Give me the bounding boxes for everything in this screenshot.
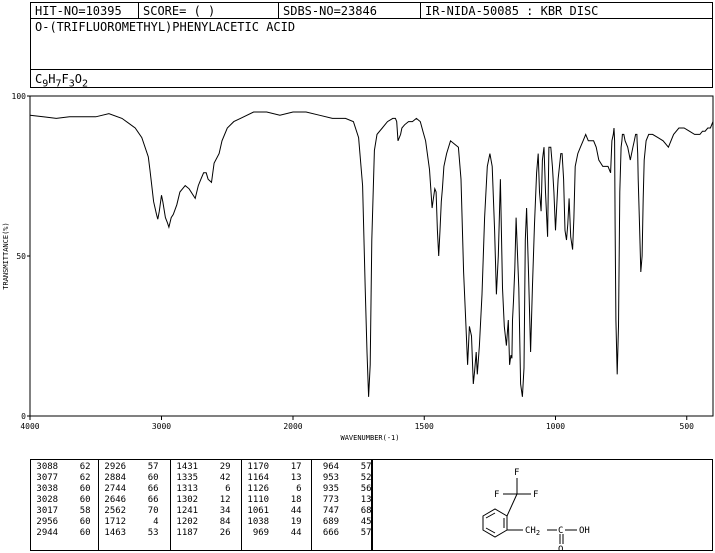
peak-row: 1335 42 (171, 473, 231, 483)
x-tick-label: 3000 (152, 422, 171, 431)
y-tick-label: 100 (12, 92, 27, 101)
structure-box: F F F CH2 C OH O (372, 459, 713, 551)
hit-number: HIT-NO=10395 (31, 3, 139, 19)
peak-column: 1170 17 1164 13 1126 6 1110 18 1061 44 1… (242, 460, 312, 550)
fluorine-label-top: F (514, 468, 519, 478)
peak-row: 1061 44 (242, 506, 302, 516)
x-tick-label: 4000 (20, 422, 39, 431)
peak-row: 3017 58 (31, 506, 91, 516)
peak-row: 1431 29 (171, 462, 231, 472)
peak-row: 969 44 (242, 528, 302, 538)
ch2-label: CH2 (525, 526, 540, 537)
peak-row: 1038 19 (242, 517, 302, 527)
fluorine-label-left: F (494, 490, 499, 500)
peak-row: 1202 84 (171, 517, 231, 527)
y-tick-label: 50 (16, 252, 26, 261)
peak-row: 2744 66 (99, 484, 159, 494)
peak-row: 666 57 (312, 528, 372, 538)
peak-row: 3088 62 (31, 462, 91, 472)
peak-columns: 3088 62 3077 62 3038 60 3028 60 3017 58 … (31, 460, 373, 550)
x-axis-label: WAVENUMBER(-1) (340, 434, 399, 442)
molecular-formula: C9H7F3O2 (35, 72, 89, 90)
peak-row: 964 57 (312, 462, 372, 472)
peak-row: 1463 53 (99, 528, 159, 538)
peak-column: 1431 29 1335 42 1313 6 1302 12 1241 34 1… (171, 460, 242, 550)
peak-row: 1164 13 (242, 473, 302, 483)
x-tick-label: 2000 (283, 422, 302, 431)
y-axis-label: TRANSMITTANCE(%) (2, 222, 10, 289)
compound-name: O-(TRIFLUOROMETHYL)PHENYLACETIC ACID (35, 20, 296, 34)
peak-row: 1110 18 (242, 495, 302, 505)
peak-row: 3028 60 (31, 495, 91, 505)
peak-row: 1170 17 (242, 462, 302, 472)
peak-table: 3088 62 3077 62 3038 60 3028 60 3017 58 … (30, 459, 372, 551)
peak-row: 935 56 (312, 484, 372, 494)
sdbs-number: SDBS-NO=23846 (279, 3, 421, 19)
x-tick-label: 1000 (546, 422, 565, 431)
peak-row: 1241 34 (171, 506, 231, 516)
peak-row: 1313 6 (171, 484, 231, 494)
peak-row: 2884 60 (99, 473, 159, 483)
molecule-structure: F F F CH2 C OH O (482, 468, 590, 550)
peak-row: 953 52 (312, 473, 372, 483)
peak-column: 3088 62 3077 62 3038 60 3028 60 3017 58 … (31, 460, 99, 550)
peak-row: 1187 26 (171, 528, 231, 538)
peak-row: 3038 60 (31, 484, 91, 494)
score-field: SCORE= ( ) (139, 3, 279, 19)
y-tick-label: 0 (21, 412, 26, 421)
peak-column: 964 57 953 52 935 56 773 13 747 68 689 4… (312, 460, 373, 550)
fluorine-label-right: F (533, 490, 538, 500)
ir-code: IR-NIDA-50085 : KBR DISC (425, 4, 599, 18)
peak-row: 2956 60 (31, 517, 91, 527)
peak-row: 1302 12 (171, 495, 231, 505)
peak-row: 1712 4 (99, 517, 159, 527)
peak-row: 3077 62 (31, 473, 91, 483)
spectrum-line (29, 111, 714, 397)
peak-row: 2944 60 (31, 528, 91, 538)
peak-row: 747 68 (312, 506, 372, 516)
peak-column: 2926 57 2884 60 2744 66 2646 66 2562 70 … (99, 460, 171, 550)
hydroxyl-label: OH (579, 526, 590, 536)
peak-row: 1126 6 (242, 484, 302, 494)
carbon-label: C (558, 526, 563, 536)
formula-box: C9H7F3O2 (30, 69, 713, 90)
peak-row: 2926 57 (99, 462, 159, 472)
peak-row: 773 13 (312, 495, 372, 505)
oxygen-label: O (558, 545, 563, 550)
peak-row: 689 45 (312, 517, 372, 527)
x-tick-label: 1500 (415, 422, 434, 431)
x-tick-label: 500 (680, 422, 695, 431)
peak-row: 2646 66 (99, 495, 159, 505)
peak-row: 2562 70 (99, 506, 159, 516)
